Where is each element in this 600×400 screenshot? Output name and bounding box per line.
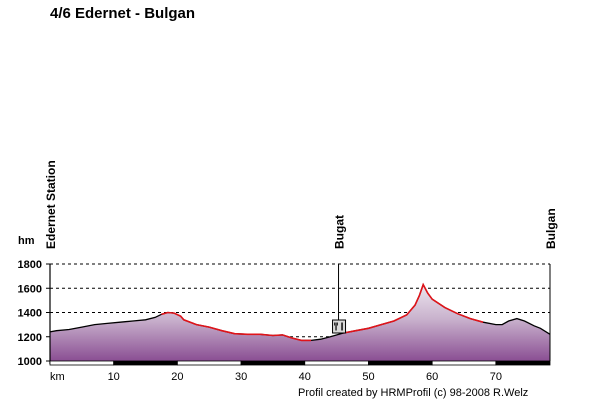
x-axis-ticks: 10 20 30 40 50 60 70 <box>108 371 502 383</box>
y-tick-label: 1000 <box>18 356 42 368</box>
km-bar-segment <box>176 360 242 366</box>
elevation-area <box>50 284 550 361</box>
y-tick-label: 1600 <box>18 283 42 295</box>
km-bar-segment <box>304 360 369 366</box>
restaurant-icon <box>332 319 347 334</box>
climb-segment-1 <box>342 282 484 334</box>
x-tick-label: 10 <box>108 371 120 383</box>
climb-highlight-lines <box>161 282 484 342</box>
y-axis-label: hm <box>18 235 35 247</box>
chart-title: 4/6 Edernet - Bulgan <box>50 5 196 22</box>
x-axis-label: km <box>50 371 65 383</box>
x-tick-label: 60 <box>426 371 438 383</box>
km-bar-segment <box>431 360 497 366</box>
waypoint-markers: Edernet Station Bugat Bulgan <box>44 160 558 334</box>
x-tick-label: 70 <box>490 371 502 383</box>
x-tick-label: 50 <box>362 371 374 383</box>
km-bar-segment <box>495 360 551 366</box>
km-bar-segment <box>113 360 178 366</box>
x-tick-label: 40 <box>299 371 311 383</box>
y-tick-label: 1400 <box>18 308 42 320</box>
waypoint-label-2: Bulgan <box>544 208 558 249</box>
x-tick-label: 30 <box>235 371 247 383</box>
y-tick-label: 1800 <box>18 259 42 271</box>
y-axis-ticks: 1000 1200 1400 1600 1800 <box>18 259 50 368</box>
km-bar-segment <box>49 360 115 366</box>
waypoint-label-1: Bugat <box>333 215 347 249</box>
climb-segment-0 <box>161 311 312 342</box>
axis-frame <box>49 264 551 366</box>
x-tick-label: 20 <box>171 371 183 383</box>
km-bar-segment <box>240 360 306 366</box>
credit-line: Profil created by HRMProfil (c) 98-2008 … <box>298 387 529 399</box>
y-tick-label: 1200 <box>18 332 42 344</box>
km-bar-segment <box>368 360 433 366</box>
waypoint-label-0: Edernet Station <box>44 160 58 249</box>
